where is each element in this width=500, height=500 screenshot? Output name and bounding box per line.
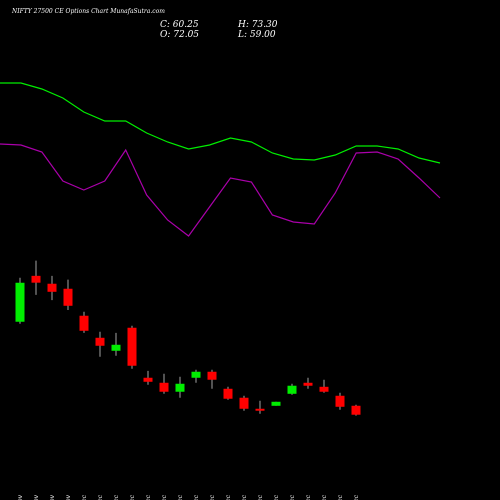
x-tick-label: 06 Dec — [145, 494, 152, 500]
candle-body — [143, 377, 153, 382]
x-tick-label: 18 Dec — [273, 494, 280, 500]
x-tick-label: 16 Dec — [241, 494, 248, 500]
x-tick-label: 09 Dec — [161, 494, 168, 500]
candle-body — [351, 405, 361, 415]
candle-body — [31, 275, 41, 283]
candle-body — [207, 371, 217, 380]
x-tick-label: 04 Dec — [113, 494, 120, 500]
indicator-line — [0, 82, 441, 164]
x-tick-label: 29 Nov — [65, 494, 72, 500]
candle-body — [223, 388, 233, 399]
candle-body — [319, 386, 329, 392]
candle-body — [175, 383, 185, 392]
x-tick-label: 12 Dec — [209, 494, 216, 500]
candle-body — [95, 337, 105, 346]
candle-body — [159, 382, 169, 392]
x-tick-label: 19 Dec — [289, 494, 296, 500]
x-tick-label: 17 Dec — [257, 494, 264, 500]
candle-body — [255, 408, 265, 411]
x-tick-label: 20 Dec — [305, 494, 312, 500]
x-tick-label: 02 Dec — [81, 494, 88, 500]
x-tick-label: 11 Dec — [193, 494, 200, 500]
ohlc-text: C: 60.25 — [160, 20, 199, 30]
x-tick-label: 26 Nov — [17, 494, 24, 500]
x-tick-label: 10 Dec — [177, 494, 184, 500]
candle-body — [111, 344, 121, 351]
x-tick-label: 28 Nov — [49, 494, 56, 500]
x-tick-label: 23 Dec — [321, 494, 328, 500]
candle-body — [47, 283, 57, 292]
candle-body — [79, 315, 89, 331]
candle-body — [335, 395, 345, 407]
x-tick-label: 24 Dec — [337, 494, 344, 500]
candle-body — [191, 371, 201, 378]
x-tick-label: 03 Dec — [97, 494, 104, 500]
indicator-line — [0, 143, 441, 237]
candle-body — [239, 397, 249, 409]
candle-body — [271, 401, 281, 406]
chart-title: NIFTY 27500 CE Options Chart MunafaSutra… — [11, 8, 165, 15]
ohlc-text: H: 73.30 — [237, 20, 278, 30]
candle-body — [63, 288, 73, 306]
x-tick-label: 13 Dec — [225, 494, 232, 500]
candle-body — [287, 385, 297, 394]
x-tick-label: 05 Dec — [129, 494, 136, 500]
ohlc-text: L: 59.00 — [237, 30, 276, 40]
x-tick-label: 26 Dec — [353, 494, 360, 500]
candle-body — [127, 327, 137, 366]
x-tick-label: 27 Nov — [33, 494, 40, 500]
candle-body — [303, 382, 313, 386]
candle-body — [15, 282, 25, 322]
ohlc-text: O: 72.05 — [160, 30, 199, 40]
